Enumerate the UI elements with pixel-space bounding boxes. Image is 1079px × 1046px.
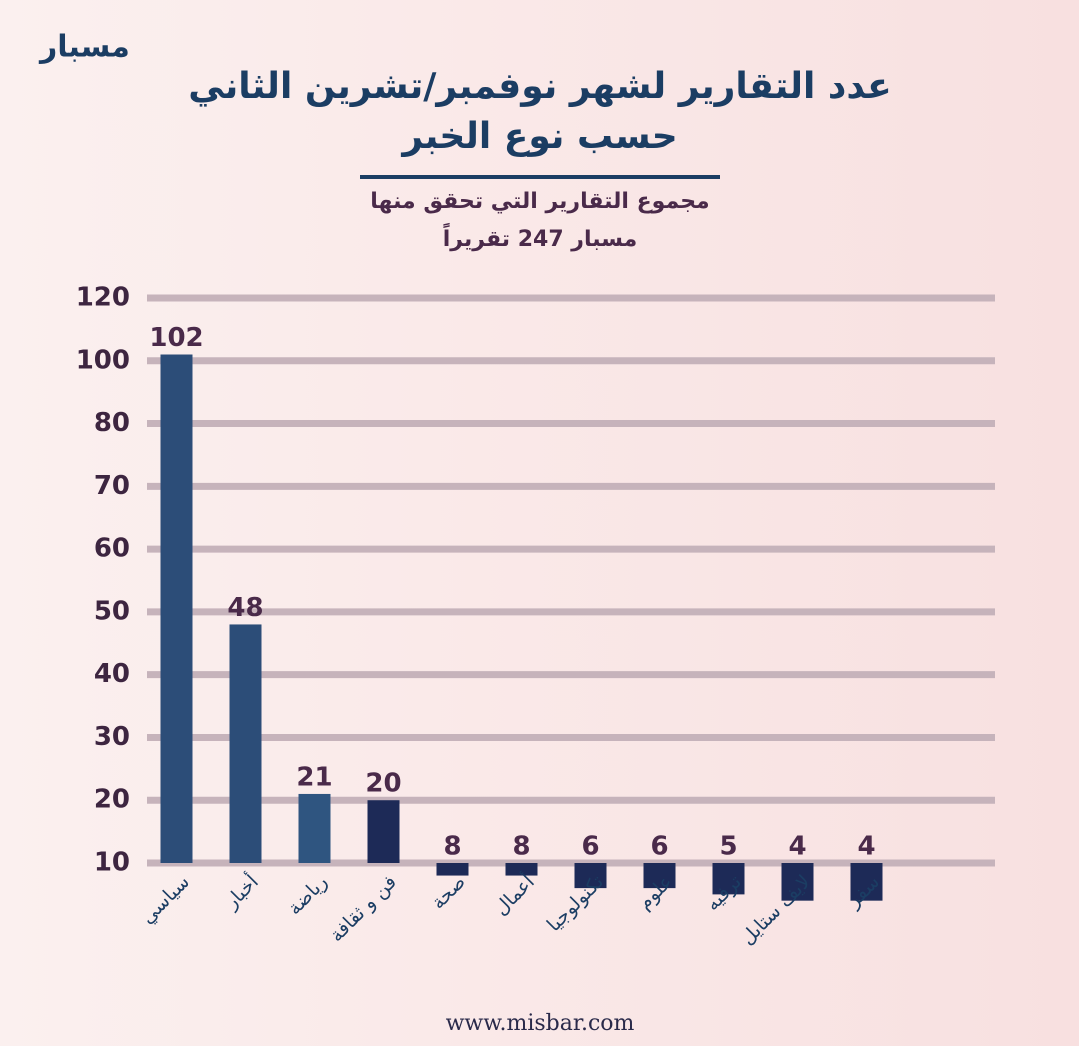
x-tick-label: سياسي: [137, 871, 194, 928]
y-tick-label: 20: [94, 785, 130, 815]
bar: [160, 354, 193, 863]
x-tick-label: أخبار: [219, 869, 263, 913]
bar: [229, 624, 262, 863]
value-label: 8: [443, 832, 461, 862]
x-tick-label: صحة: [427, 871, 470, 914]
x-tick-label: فن و ثقافة: [325, 871, 400, 946]
bar: [781, 863, 814, 901]
x-tick-label: أعمال: [489, 869, 539, 919]
bar: [712, 863, 745, 895]
value-label: 6: [581, 832, 599, 862]
bar: [850, 863, 883, 901]
y-tick-label: 40: [94, 659, 130, 689]
y-tick-label: 120: [76, 283, 130, 313]
footer-url: www.misbar.com: [446, 1011, 635, 1036]
x-tick-label: لايف ستايل: [736, 871, 814, 949]
bar: [643, 863, 676, 889]
value-label: 4: [788, 832, 806, 862]
chart-subtitle: مجموع التقارير التي تحقق منها: [370, 189, 709, 214]
y-tick-label: 70: [94, 471, 130, 501]
value-label: 48: [227, 593, 263, 623]
chart-subtitle: مسبار 247 تقريراً: [443, 222, 637, 252]
y-tick-label: 10: [94, 848, 130, 878]
value-label: 21: [296, 762, 332, 792]
value-label: 8: [512, 832, 530, 862]
brand-logo: مسبار: [38, 30, 130, 65]
bar: [574, 863, 607, 889]
y-tick-label: 80: [94, 408, 130, 438]
value-label: 5: [719, 832, 737, 862]
y-tick-label: 30: [94, 722, 130, 752]
value-label: 102: [149, 323, 203, 353]
x-tick-label: رياضة: [283, 871, 331, 919]
value-label: 4: [857, 832, 875, 862]
y-tick-label: 50: [94, 596, 130, 626]
value-label: 6: [650, 832, 668, 862]
bar: [367, 800, 400, 863]
chart-title: حسب نوع الخبر: [400, 116, 677, 157]
y-tick-label: 60: [94, 534, 130, 564]
bar: [298, 793, 331, 863]
value-label: 20: [365, 769, 401, 799]
bar: [505, 863, 538, 876]
y-tick-label: 100: [76, 345, 130, 375]
bar: [436, 863, 469, 876]
chart-title: عدد التقارير لشهر نوفمبر/تشرين الثاني: [188, 66, 891, 107]
